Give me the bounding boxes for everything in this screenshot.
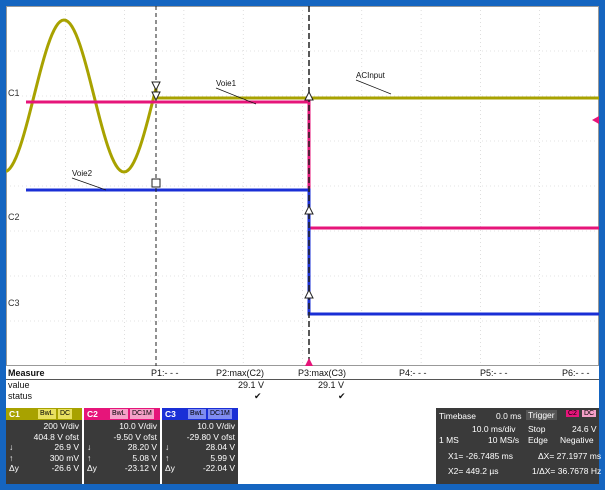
trigger-label: Trigger xyxy=(526,410,557,420)
channel-c1-panel[interactable]: C1 BwL DC 200 V/div 404.8 V ofst ↓ 26.9 … xyxy=(6,408,82,484)
trigger-level-marker xyxy=(592,116,599,124)
measure-p6[interactable]: P6:- - - xyxy=(562,368,590,378)
trigger-level: 24.6 V xyxy=(572,424,597,434)
timebase-offset: 0.0 ms xyxy=(496,411,522,421)
channel-c3-vdiv: 10.0 V/div xyxy=(197,421,235,431)
trigger-source-badge: C2 xyxy=(566,410,579,417)
cursor-marker-c3-x2 xyxy=(304,288,314,299)
channel-c3-cursor: 5.99 V xyxy=(210,452,235,463)
trigger-slope: Negative xyxy=(560,435,594,445)
trigger-mode: Stop xyxy=(528,424,546,434)
waveform-display[interactable]: C1 C2 C3 Voie1 ACInput Voie2 xyxy=(6,6,599,366)
channel-c2-delta-icon: Δy xyxy=(87,463,97,473)
cursor-marker-c3-x1 xyxy=(151,178,161,188)
channel-c3-delta: -22.04 V xyxy=(202,463,235,473)
channel-c3-cursor-icon: ↑ xyxy=(165,452,170,463)
trace-c1 xyxy=(6,18,599,174)
channel-c3-low-icon: ↓ xyxy=(165,442,170,452)
channel-c1-coupling-badge: DC xyxy=(58,409,73,419)
trace-label-c1: C1 xyxy=(8,88,20,98)
annotation-voie1-leader xyxy=(215,87,257,105)
trace-c3 xyxy=(26,188,599,316)
measure-p2-status-icon: ✔ xyxy=(254,391,262,401)
annotation-voie1: Voie1 xyxy=(216,79,237,88)
measure-p5[interactable]: P5:- - - xyxy=(480,368,508,378)
measure-p4[interactable]: P4:- - - xyxy=(399,368,427,378)
annotation-acinput-leader xyxy=(355,79,392,95)
channel-c2-coupling-badge: DC1M xyxy=(130,409,154,419)
measure-p2-value: 29.1 V xyxy=(238,380,265,390)
cursor-marker-c1-x1 xyxy=(151,81,161,102)
trace-label-c2: C2 xyxy=(8,212,20,222)
measure-p3[interactable]: P3:max(C3) xyxy=(298,368,347,378)
channel-c2-delta: -23.12 V xyxy=(124,463,157,473)
channel-c2-name: C2 xyxy=(87,409,98,419)
measure-panel: Measure P1:- - - P2:max(C2) P3:max(C3) P… xyxy=(6,366,599,402)
channel-c2-low-icon: ↓ xyxy=(87,442,92,452)
channel-c3-low: 28.04 V xyxy=(205,442,235,452)
measure-row-value: value xyxy=(8,380,30,390)
measure-row-status: status xyxy=(8,391,33,401)
channel-c3-offset: -29.80 V ofst xyxy=(186,431,235,442)
trigger-position-marker xyxy=(305,358,313,366)
grid xyxy=(6,6,599,366)
channel-c1-cursor: 300 mV xyxy=(49,452,79,463)
channel-c3-panel[interactable]: C3 BwL DC1M 10.0 V/div -29.80 V ofst ↓ 2… xyxy=(162,408,238,484)
grid-border xyxy=(6,6,599,366)
cursor-marker-c2-x2 xyxy=(304,204,314,215)
channel-c2-vdiv: 10.0 V/div xyxy=(119,421,157,431)
timebase-rate: 10 MS/s xyxy=(488,435,520,445)
channel-c3-delta-icon: Δy xyxy=(165,463,175,473)
trigger-coupling-badge: DC xyxy=(582,410,597,417)
channel-c2-low: 28.20 V xyxy=(127,442,157,452)
channel-c3-coupling-badge: DC1M xyxy=(208,409,232,419)
channel-c2-bwl-badge: BwL xyxy=(110,409,128,419)
cursor-inv-dx-readout: 1/ΔX= 36.7678 Hz xyxy=(532,466,602,476)
channel-c3-name: C3 xyxy=(165,409,176,419)
timebase-points: 1 MS xyxy=(439,435,459,445)
channel-c1-low-icon: ↓ xyxy=(9,442,14,452)
cursor-marker-c1-x2 xyxy=(304,90,314,101)
measure-header: Measure xyxy=(8,368,45,378)
trigger-type: Edge xyxy=(528,435,548,445)
channel-c1-cursor-icon: ↑ xyxy=(9,452,14,463)
channel-c1-name: C1 xyxy=(9,409,20,419)
trace-label-c3: C3 xyxy=(8,298,20,308)
timebase-label: Timebase xyxy=(439,411,477,421)
trace-c2 xyxy=(26,100,599,230)
channel-c1-delta: -26.6 V xyxy=(51,463,79,473)
channel-c1-low: 26.9 V xyxy=(54,442,79,452)
channel-c1-vdiv: 200 V/div xyxy=(43,421,79,431)
cursor-x1-readout: X1= -26.7485 ms xyxy=(448,451,513,461)
measure-p3-status-icon: ✔ xyxy=(338,391,346,401)
channel-c2-cursor: 5.08 V xyxy=(132,452,157,463)
annotation-acinput: ACInput xyxy=(356,71,386,80)
channel-c1-bwl-badge: BwL xyxy=(38,409,56,419)
cursor-x2-readout: X2= 449.2 µs xyxy=(448,466,499,476)
oscilloscope-screen: C1 C2 C3 Voie1 ACInput Voie2 Measure P1:… xyxy=(6,6,602,484)
measure-p3-value: 29.1 V xyxy=(318,380,345,390)
channel-c2-panel[interactable]: C2 BwL DC1M 10.0 V/div -9.50 V ofst ↓ 28… xyxy=(84,408,160,484)
timebase-trigger-panel[interactable]: Timebase 0.0 ms Trigger C2 DC 10.0 ms/di… xyxy=(436,408,602,484)
annotation-voie2: Voie2 xyxy=(72,169,93,178)
measure-p2[interactable]: P2:max(C2) xyxy=(216,368,265,378)
timebase-tdiv: 10.0 ms/div xyxy=(472,424,516,434)
channel-c3-bwl-badge: BwL xyxy=(188,409,206,419)
channel-c1-delta-icon: Δy xyxy=(9,463,19,473)
cursor-dx-readout: ΔX= 27.1977 ms xyxy=(538,451,602,461)
annotation-voie2-leader xyxy=(71,177,107,191)
channel-c1-offset: 404.8 V ofst xyxy=(33,431,79,442)
measure-p1[interactable]: P1:- - - xyxy=(151,368,179,378)
channel-c2-cursor-icon: ↑ xyxy=(87,452,92,463)
channel-c2-offset: -9.50 V ofst xyxy=(113,431,157,442)
